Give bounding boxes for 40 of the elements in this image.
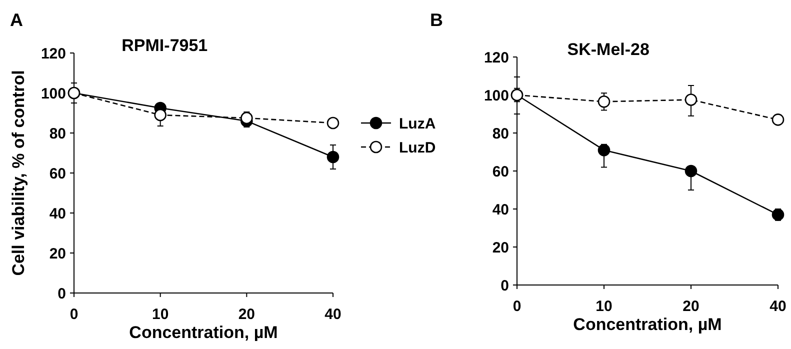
y-tick-label: 0 (58, 285, 66, 302)
x-tick-label: 10 (596, 298, 612, 315)
y-tick-label: 80 (49, 125, 66, 142)
chart-title: RPMI-7951 (122, 36, 208, 55)
point (326, 150, 340, 164)
x-tick-label: 0 (512, 298, 522, 315)
point (598, 96, 610, 108)
y-tick-label: 20 (49, 245, 66, 262)
text: B (430, 10, 443, 30)
point (684, 94, 698, 106)
y-tick-label: 80 (492, 125, 509, 142)
y-tick-label: 100 (484, 87, 509, 104)
y-tick-label: 120 (40, 45, 66, 62)
y-tick-label: 120 (484, 49, 509, 66)
x-tick-label: 0 (70, 306, 78, 323)
point (240, 112, 253, 124)
x-tick-label: 20 (238, 306, 256, 323)
x-axis-title: Concentration, µM (573, 315, 722, 334)
x-tick-label: 40 (324, 306, 342, 323)
y-tick-label: 60 (492, 163, 509, 180)
legend-label: LuzD (399, 139, 436, 156)
y-tick-label: 40 (49, 205, 66, 222)
chart-title: SK-Mel-28 (567, 40, 650, 59)
y-tick-label: 60 (49, 165, 66, 182)
y-tick-label: 40 (492, 201, 509, 218)
point (154, 108, 166, 122)
legend-label: LuzA (399, 115, 436, 132)
point (326, 116, 340, 130)
point (598, 144, 610, 156)
x-tick-label: 40 (770, 298, 786, 315)
text: A (10, 10, 23, 30)
x-tick-label: 10 (152, 306, 169, 323)
point (772, 208, 784, 221)
point (684, 164, 698, 178)
y-tick-label: 100 (40, 85, 66, 102)
y-tick-label: 20 (492, 239, 509, 256)
x-tick-label: 20 (682, 298, 700, 315)
y-axis-title: Cell viability, % of control (9, 70, 28, 276)
y-tick-label: 0 (500, 277, 509, 294)
point (772, 114, 784, 126)
